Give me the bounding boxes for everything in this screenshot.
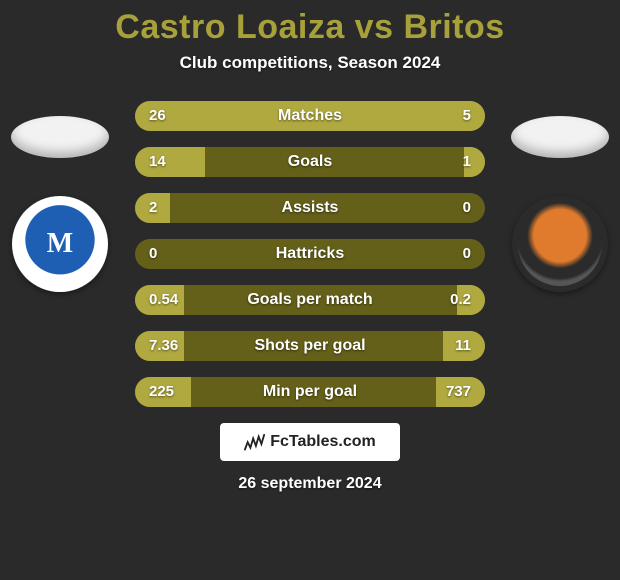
stat-label: Assists <box>135 193 485 223</box>
right-player-badges <box>500 108 620 278</box>
right-crest-inner <box>518 202 602 286</box>
left-player-badges: M <box>0 108 120 278</box>
brand-text: FcTables.com <box>270 433 376 451</box>
left-club-crest-icon: M <box>12 196 108 292</box>
stats-table: 265Matches 141Goals 20Assists 00Hattricks 0.… <box>135 101 485 407</box>
date-text: 26 september 2024 <box>0 475 620 493</box>
right-club-crest-icon <box>512 196 608 292</box>
right-flag-icon <box>511 116 609 158</box>
page-title: Castro Loaiza vs Britos <box>0 0 620 47</box>
stat-row: 225737Min per goal <box>135 377 485 407</box>
stat-row: 00Hattricks <box>135 239 485 269</box>
stat-label: Goals <box>135 147 485 177</box>
stat-row: 141Goals <box>135 147 485 177</box>
stat-label: Shots per goal <box>135 331 485 361</box>
brand-wave-icon <box>244 433 266 451</box>
stat-row: 265Matches <box>135 101 485 131</box>
left-crest-inner: M <box>18 202 102 286</box>
stat-row: 20Assists <box>135 193 485 223</box>
brand-logo: FcTables.com <box>220 423 400 461</box>
stat-row: 0.540.2Goals per match <box>135 285 485 315</box>
subtitle: Club competitions, Season 2024 <box>0 53 620 73</box>
stat-label: Min per goal <box>135 377 485 407</box>
stat-label: Goals per match <box>135 285 485 315</box>
stat-label: Matches <box>135 101 485 131</box>
stat-label: Hattricks <box>135 239 485 269</box>
left-flag-icon <box>11 116 109 158</box>
stat-row: 7.3611Shots per goal <box>135 331 485 361</box>
comparison-infographic: Castro Loaiza vs Britos Club competition… <box>0 0 620 580</box>
